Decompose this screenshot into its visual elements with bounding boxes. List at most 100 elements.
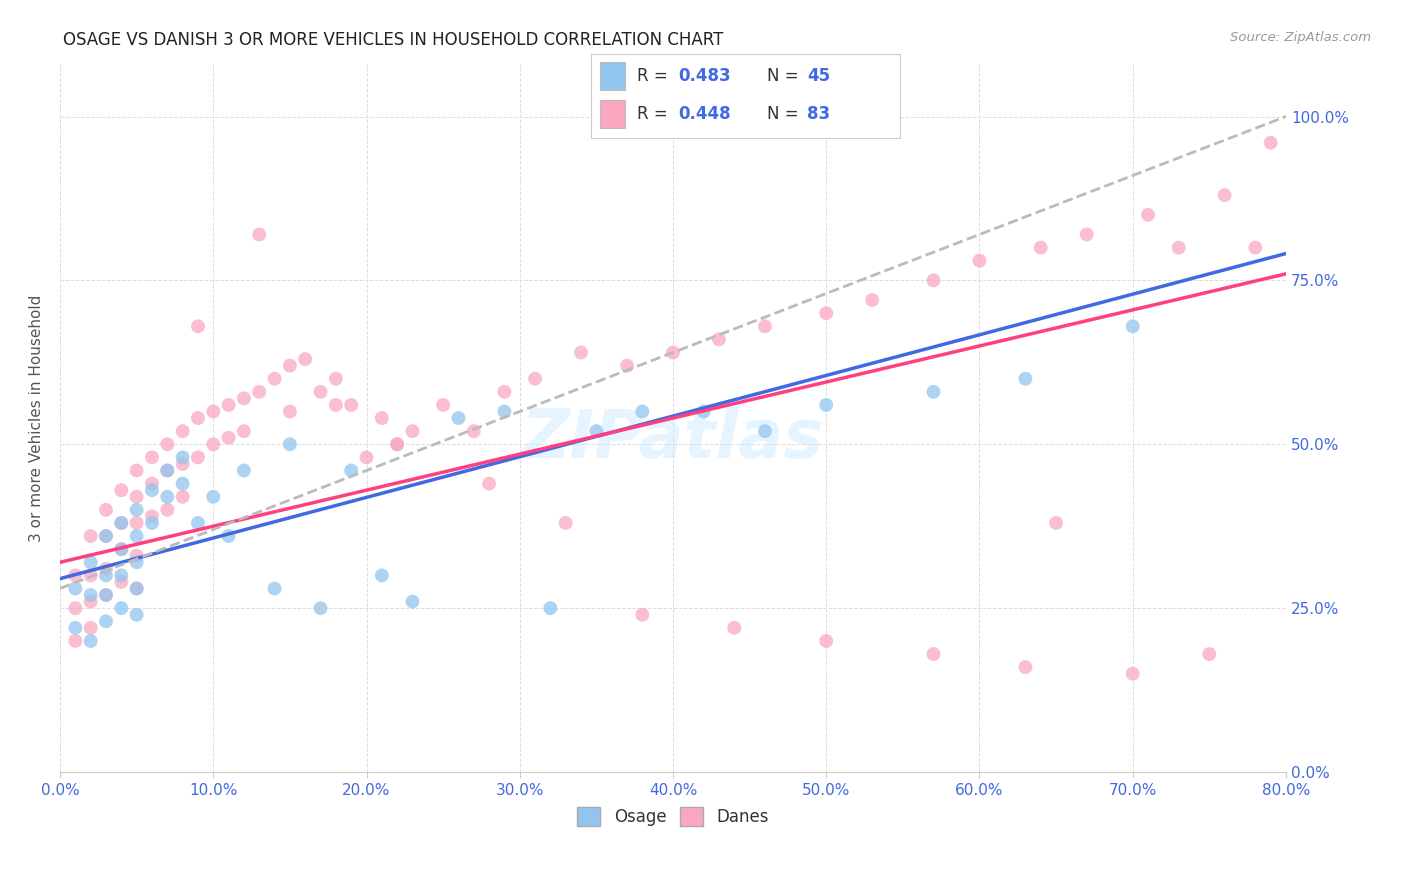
Point <box>922 647 945 661</box>
Point <box>294 352 316 367</box>
Point <box>1122 319 1144 334</box>
Point <box>1198 647 1220 661</box>
Point <box>218 398 240 412</box>
Point <box>631 607 654 622</box>
Point <box>1167 241 1189 255</box>
Legend: Osage, Danes: Osage, Danes <box>569 798 778 835</box>
Point <box>247 384 270 399</box>
Text: 83: 83 <box>807 105 830 123</box>
Point <box>662 345 685 359</box>
Point <box>616 359 638 373</box>
Point <box>494 384 516 399</box>
Point <box>922 384 945 399</box>
Point <box>65 582 87 596</box>
Point <box>125 516 148 530</box>
Text: 0.483: 0.483 <box>679 67 731 85</box>
Point <box>754 424 776 438</box>
Point <box>125 503 148 517</box>
Point <box>754 319 776 334</box>
Point <box>110 542 132 557</box>
Point <box>94 529 117 543</box>
Point <box>65 634 87 648</box>
Point <box>94 588 117 602</box>
Point <box>110 516 132 530</box>
Point <box>156 503 179 517</box>
Point <box>1029 241 1052 255</box>
Point <box>110 574 132 589</box>
Text: 0.448: 0.448 <box>679 105 731 123</box>
Point <box>815 306 838 320</box>
Point <box>1045 516 1067 530</box>
Point <box>65 568 87 582</box>
Point <box>922 273 945 287</box>
Point <box>371 411 394 425</box>
Point <box>172 450 194 465</box>
Point <box>278 437 301 451</box>
Point <box>631 404 654 418</box>
Point <box>692 404 714 418</box>
Text: N =: N = <box>766 67 804 85</box>
Point <box>110 483 132 498</box>
Point <box>141 450 163 465</box>
Point <box>263 372 285 386</box>
Point <box>94 562 117 576</box>
Point <box>141 476 163 491</box>
Text: 45: 45 <box>807 67 830 85</box>
Point <box>340 398 363 412</box>
Point <box>94 588 117 602</box>
Point <box>432 398 454 412</box>
Point <box>110 516 132 530</box>
Point <box>141 483 163 498</box>
Point <box>125 582 148 596</box>
Text: Source: ZipAtlas.com: Source: ZipAtlas.com <box>1230 31 1371 45</box>
Point <box>187 516 209 530</box>
Text: N =: N = <box>766 105 804 123</box>
Point <box>385 437 408 451</box>
FancyBboxPatch shape <box>600 100 624 128</box>
FancyBboxPatch shape <box>600 62 624 90</box>
Point <box>79 588 101 602</box>
Point <box>478 476 501 491</box>
Point <box>79 555 101 569</box>
Point <box>569 345 592 359</box>
Point <box>94 529 117 543</box>
Point <box>1014 372 1036 386</box>
Point <box>278 359 301 373</box>
Point <box>172 457 194 471</box>
Point <box>356 450 378 465</box>
Point <box>79 621 101 635</box>
Point <box>187 450 209 465</box>
Point <box>815 398 838 412</box>
Point <box>94 568 117 582</box>
Point <box>125 555 148 569</box>
Point <box>385 437 408 451</box>
Point <box>1213 188 1236 202</box>
Point <box>110 542 132 557</box>
Point <box>110 568 132 582</box>
Point <box>125 463 148 477</box>
Text: OSAGE VS DANISH 3 OR MORE VEHICLES IN HOUSEHOLD CORRELATION CHART: OSAGE VS DANISH 3 OR MORE VEHICLES IN HO… <box>63 31 724 49</box>
Point <box>156 490 179 504</box>
Text: R =: R = <box>637 105 673 123</box>
Point <box>585 424 607 438</box>
Point <box>278 404 301 418</box>
Point <box>125 490 148 504</box>
Point <box>325 398 347 412</box>
Point <box>110 601 132 615</box>
Point <box>463 424 485 438</box>
Point <box>218 431 240 445</box>
Y-axis label: 3 or more Vehicles in Household: 3 or more Vehicles in Household <box>30 294 44 541</box>
Point <box>125 607 148 622</box>
Point <box>172 424 194 438</box>
Point <box>202 404 225 418</box>
Point <box>202 437 225 451</box>
Point <box>447 411 470 425</box>
Point <box>79 529 101 543</box>
Point <box>156 437 179 451</box>
Point <box>1244 241 1267 255</box>
Point <box>554 516 576 530</box>
Point <box>1260 136 1282 150</box>
Point <box>79 634 101 648</box>
Point <box>218 529 240 543</box>
Point <box>65 621 87 635</box>
